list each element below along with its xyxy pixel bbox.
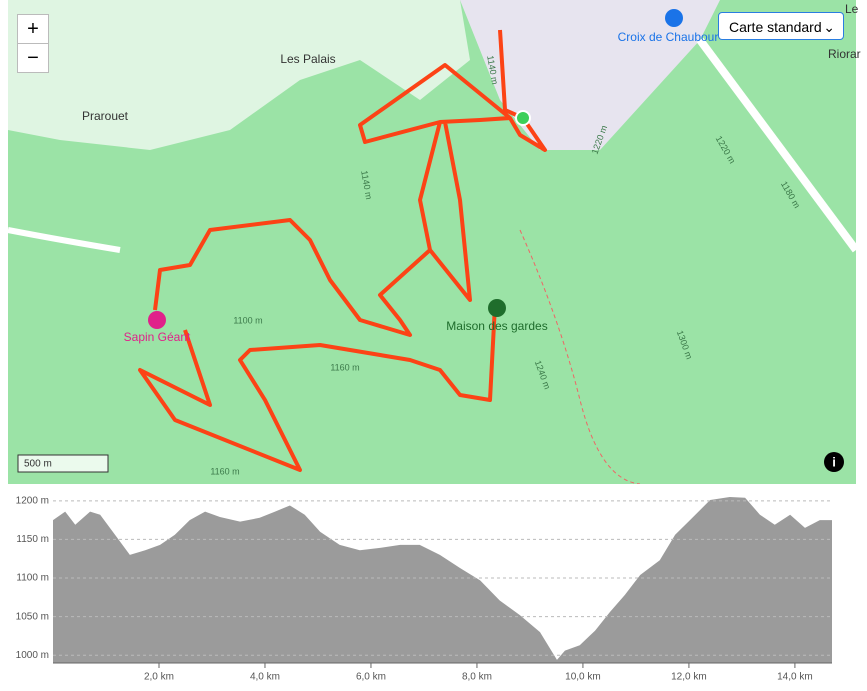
poi-marker[interactable] [148,311,166,329]
contour-label: 1160 m [210,466,239,476]
y-tick-label: 1150 m [16,534,49,545]
x-tick-label: 2,0 km [144,672,174,683]
info-label[interactable]: i [832,454,836,469]
elevation-chart: 1000 m 1050 m 1100 m 1150 m 1200 m 2,0 km 4,0 … [16,495,832,683]
place-label: Prarouet [82,109,129,123]
x-tick-label: 6,0 km [356,672,386,683]
route [138,29,547,472]
poi-marker[interactable] [488,299,506,317]
y-tick-label: 1000 m [16,650,49,661]
road [696,37,860,253]
layer-label[interactable]: Carte standard [729,19,822,35]
zoom-out[interactable]: − [17,43,49,73]
elevation-area [53,496,832,663]
poi-label: Maison des gardes [446,319,547,333]
contour-label: 1100 m [233,315,262,325]
trail [519,229,641,484]
place-label: Les Palais [280,52,335,66]
scale-bar [17,454,109,473]
poi-marker[interactable] [665,9,683,27]
info-button[interactable] [824,452,844,472]
place-label: Riorar [828,47,861,61]
x-tick-label: 10,0 km [565,672,601,683]
open-land [8,0,470,150]
x-tick-label: 4,0 km [250,672,280,683]
layer-select[interactable]: Carte standard ⌄ [718,12,844,40]
x-tick-label: 12,0 km [671,672,707,683]
map[interactable]: Les Palais Prarouet Le Riorar Sapin Géan… [0,0,867,484]
y-tick-label: 1100 m [16,573,49,584]
poi-label: Croix de Chaubour [618,30,719,44]
road [7,227,121,253]
x-tick-label: 8,0 km [462,672,492,683]
poi-label: Sapin Géant [124,330,191,344]
x-tick-label: 14,0 km [777,672,813,683]
place-label: Le [845,2,859,16]
chevron[interactable]: ⌄ [823,19,835,35]
scale-label: 500 m [24,459,52,470]
y-tick-label: 1050 m [16,611,49,622]
y-tick-label: 1200 m [16,495,49,506]
contour-label: 1160 m [330,362,359,372]
start-marker[interactable] [515,110,531,126]
zoom-in[interactable]: + [17,14,49,44]
